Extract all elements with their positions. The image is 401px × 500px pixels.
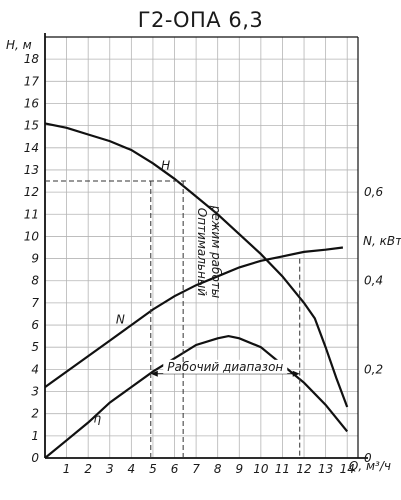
x-tick-label: 7: [192, 462, 200, 476]
series-label: H: [161, 159, 170, 173]
optimal-label-line1: Оптимальный: [195, 208, 209, 297]
y-tick-label: 0: [31, 451, 39, 465]
chart-title: Г2-ОПА 6,3: [137, 8, 264, 32]
y-right-axis-label: N, кВт: [363, 234, 401, 248]
x-tick-label: 3: [106, 462, 114, 476]
x-tick-label: 11: [275, 462, 290, 476]
y-tick-label: 8: [31, 274, 39, 288]
x-tick-label: 10: [253, 462, 269, 476]
range-arrow-head-left: [150, 370, 158, 377]
range-label-bg: [163, 359, 288, 374]
x-tick-label: 9: [235, 462, 243, 476]
y-tick-label: 16: [24, 96, 40, 110]
x-tick-label: 4: [128, 462, 136, 476]
y-tick-label: 9: [31, 252, 39, 266]
x-tick-label: 8: [214, 462, 222, 476]
y-right-tick-label: 0,6: [364, 185, 383, 199]
y-right-tick-label: 0,2: [364, 362, 383, 376]
y-right-tick-label: 0: [364, 451, 372, 465]
x-tick-label: 2: [84, 462, 92, 476]
series-line-h: [44, 122, 349, 408]
x-axis-label: Q, м³/ч: [349, 459, 391, 473]
y-tick-label: 12: [24, 185, 39, 199]
x-tick-label: 13: [318, 462, 333, 476]
x-tick-label: 5: [149, 462, 157, 476]
series-line-n: [44, 246, 344, 388]
y-axis-label: H, м: [6, 38, 32, 52]
y-tick-label: 4: [31, 362, 39, 376]
y-tick-label: 7: [31, 296, 39, 310]
y-tick-label: 11: [24, 207, 39, 221]
x-tick-label: 6: [171, 462, 179, 476]
y-tick-label: 6: [31, 318, 39, 332]
y-tick-label: 13: [24, 163, 39, 177]
range-arrow-head-right: [292, 370, 300, 377]
y-tick-label: 1: [31, 429, 39, 443]
x-tick-label: 12: [296, 462, 311, 476]
range-label: Рабочий диапазон: [167, 360, 283, 374]
y-tick-label: 14: [24, 141, 39, 155]
optimal-label-line2: режим работы: [209, 205, 223, 299]
y-tick-label: 10: [24, 229, 40, 243]
y-tick-label: 3: [31, 385, 39, 399]
x-tick-label: 14: [340, 462, 355, 476]
y-tick-label: 5: [31, 340, 39, 354]
y-tick-label: 15: [24, 119, 39, 133]
series-label: η: [94, 412, 102, 426]
y-right-tick-label: 0,4: [364, 274, 383, 288]
x-tick-label: 1: [63, 462, 71, 476]
series-label: N: [116, 313, 125, 327]
y-tick-label: 17: [24, 74, 40, 88]
y-tick-label: 2: [31, 407, 39, 421]
y-tick-label: 18: [24, 52, 40, 66]
